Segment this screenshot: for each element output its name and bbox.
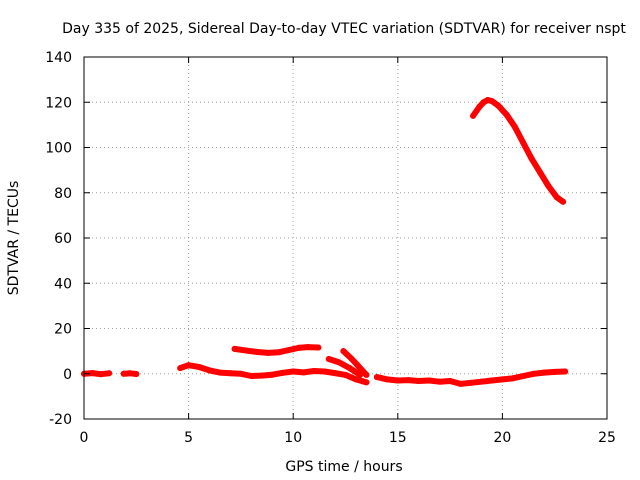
- data-point: [373, 374, 380, 381]
- data-point: [352, 376, 359, 383]
- data-point: [120, 370, 127, 377]
- data-point: [468, 379, 475, 386]
- data-point: [541, 369, 548, 376]
- data-point: [290, 368, 297, 375]
- data-point: [321, 368, 328, 375]
- y-tick-label: 120: [45, 95, 72, 111]
- data-point: [405, 377, 412, 384]
- data-point: [265, 349, 272, 356]
- data-point: [342, 371, 349, 378]
- axis-ticks: [83, 56, 608, 420]
- data-point: [530, 370, 537, 377]
- data-series: [81, 96, 569, 387]
- data-point: [520, 373, 527, 380]
- data-point: [478, 378, 485, 385]
- data-point: [470, 112, 477, 119]
- y-axis-label: SDTVAR / TECUs: [6, 181, 22, 296]
- series-segment-6: [340, 348, 370, 378]
- chart-title: Day 335 of 2025, Sidereal Day-to-day VTE…: [62, 21, 626, 37]
- data-point: [346, 365, 353, 372]
- data-point: [244, 347, 251, 354]
- data-point: [216, 369, 223, 376]
- data-point: [237, 370, 244, 377]
- data-point: [553, 194, 560, 201]
- data-point: [311, 368, 318, 375]
- data-point: [248, 373, 255, 380]
- data-point: [348, 356, 355, 363]
- x-tick-label: 10: [284, 430, 302, 446]
- data-point: [89, 370, 96, 377]
- data-point: [315, 344, 322, 351]
- x-tick-label: 20: [493, 430, 511, 446]
- data-point: [447, 377, 454, 384]
- x-tick-label: 15: [389, 430, 407, 446]
- data-point: [332, 370, 339, 377]
- data-point: [488, 377, 495, 384]
- data-point: [258, 372, 265, 379]
- data-point: [196, 363, 203, 370]
- data-point: [206, 367, 213, 374]
- data-point: [560, 198, 567, 205]
- data-point: [254, 349, 261, 356]
- data-point: [511, 124, 518, 131]
- data-point: [340, 348, 347, 355]
- x-tick-label: 25: [598, 430, 616, 446]
- data-point: [436, 378, 443, 385]
- data-point: [488, 98, 495, 105]
- x-axis-label: GPS time / hours: [285, 459, 402, 475]
- data-point: [106, 370, 113, 377]
- data-point: [457, 380, 464, 387]
- data-point: [231, 345, 238, 352]
- data-point: [394, 377, 401, 384]
- data-point: [426, 377, 433, 384]
- data-point: [499, 376, 506, 383]
- data-point: [275, 349, 282, 356]
- data-point: [415, 377, 422, 384]
- data-point: [355, 362, 362, 369]
- data-point: [562, 368, 569, 375]
- data-point: [304, 344, 311, 351]
- data-point: [286, 346, 293, 353]
- data-point: [384, 376, 391, 383]
- data-point: [336, 359, 343, 366]
- data-point: [503, 111, 510, 118]
- data-point: [476, 103, 483, 110]
- y-tick-label: 0: [63, 367, 72, 383]
- data-point: [520, 139, 527, 146]
- data-point: [300, 369, 307, 376]
- series-segment-5: [325, 356, 364, 378]
- data-point: [325, 356, 332, 363]
- y-tick-label: 80: [54, 186, 72, 202]
- data-point: [269, 371, 276, 378]
- data-point: [296, 344, 303, 351]
- data-point: [545, 182, 552, 189]
- data-point: [97, 371, 104, 378]
- y-tick-label: 140: [45, 50, 72, 66]
- data-point: [127, 370, 134, 377]
- tick-labels: 0 5 10 15 20 25 -20 0 20 40 60 80 100 120 140: [45, 50, 616, 446]
- y-tick-label: 60: [54, 231, 72, 247]
- y-tick-label: -20: [49, 412, 72, 428]
- data-point: [509, 375, 516, 382]
- data-point: [177, 365, 184, 372]
- x-tick-label: 0: [80, 430, 89, 446]
- grid-lines: [84, 57, 607, 419]
- data-point: [495, 102, 502, 109]
- y-tick-label: 20: [54, 322, 72, 338]
- data-point: [537, 169, 544, 176]
- x-tick-label: 5: [184, 430, 193, 446]
- data-point: [279, 369, 286, 376]
- data-point: [133, 370, 140, 377]
- y-tick-label: 40: [54, 276, 72, 292]
- data-point: [363, 371, 370, 378]
- y-tick-label: 100: [45, 141, 72, 157]
- data-point: [363, 379, 370, 386]
- data-point: [227, 370, 234, 377]
- data-point: [185, 362, 192, 369]
- data-point: [528, 155, 535, 162]
- data-point: [551, 368, 558, 375]
